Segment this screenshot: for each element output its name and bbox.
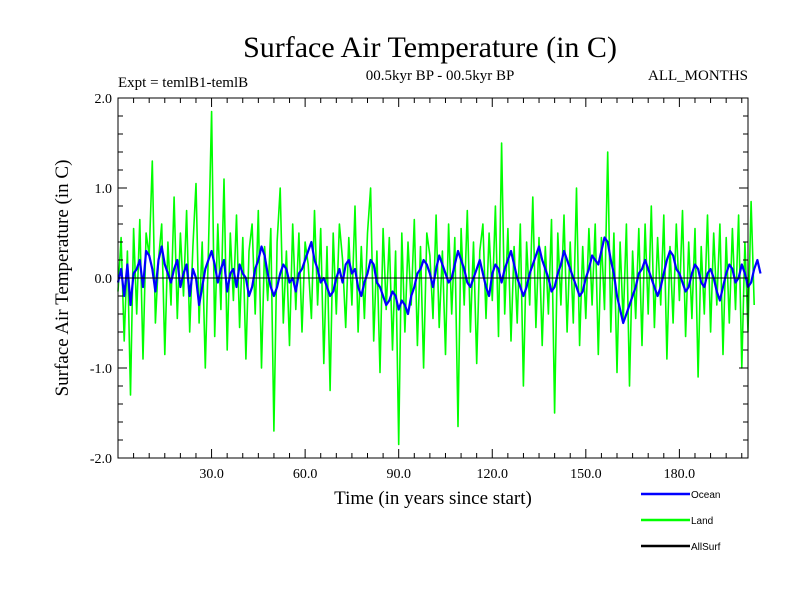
y-tick-label: 1.0 [95, 182, 113, 197]
series-line-land [117, 110, 755, 446]
y-tick-label: -2.0 [90, 452, 112, 467]
x-tick-label: 90.0 [386, 467, 411, 482]
months-label: ALL_MONTHS [648, 68, 748, 84]
y-tick-label: 0.0 [95, 272, 113, 287]
legend-label-land: Land [691, 516, 713, 527]
time-range-label: 00.5kyr BP - 00.5kyr BP [366, 68, 515, 84]
x-tick-label: 60.0 [293, 467, 318, 482]
x-tick-label: 120.0 [477, 467, 509, 482]
plot-area: 2.0 1.0 0.0 -1.0 -2.0 30.0 60.0 90.0 120.0 150.0 1… [90, 92, 762, 482]
x-tick-label: 150.0 [570, 467, 602, 482]
legend-label-ocean: Ocean [691, 490, 720, 501]
chart-title: Surface Air Temperature (in C) [243, 31, 617, 64]
y-axis-label: Surface Air Temperature (in C) [52, 160, 73, 397]
series-line-ocean [116, 236, 762, 325]
y-tick-label: 2.0 [95, 92, 113, 107]
legend-label-allsurf: AllSurf [691, 542, 721, 553]
experiment-label: Expt = temlB1-temlB [118, 75, 248, 91]
x-tick-label: 180.0 [664, 467, 696, 482]
x-tick-label: 30.0 [199, 467, 224, 482]
x-axis-label: Time (in years since start) [334, 488, 532, 509]
legend: Ocean Land AllSurf [641, 490, 721, 553]
y-tick-label: -1.0 [90, 362, 112, 377]
